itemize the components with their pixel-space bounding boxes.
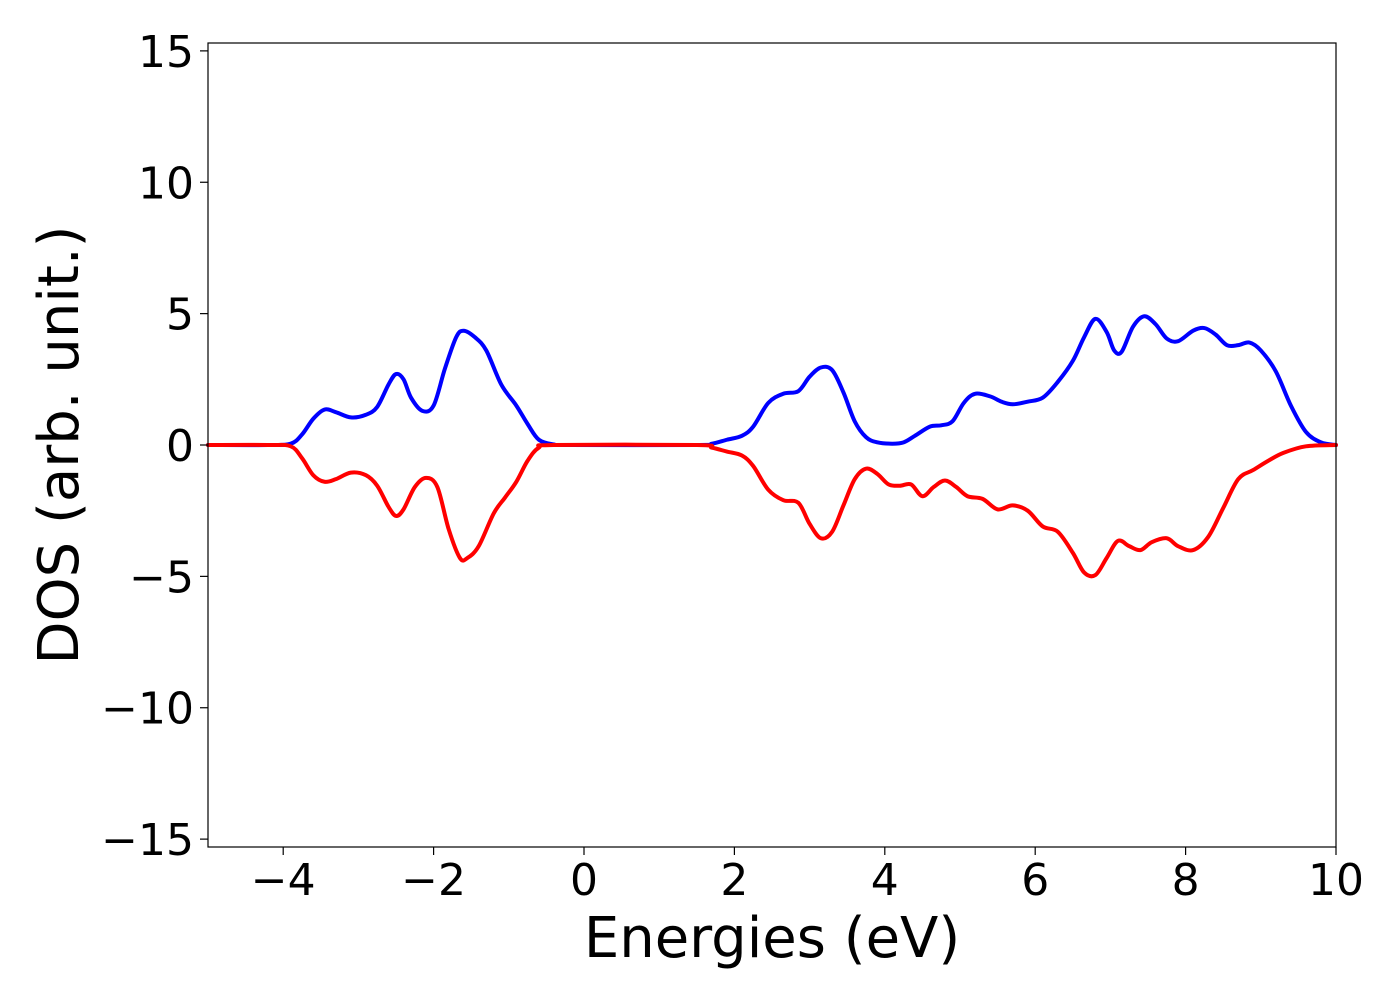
x-tick-label: 8: [1172, 855, 1200, 906]
x-tick-label: −2: [401, 855, 466, 906]
x-tick-label: −4: [251, 855, 316, 906]
series-line-2: [206, 442, 1338, 579]
y-tick-label: 5: [166, 290, 194, 341]
x-tick-label: 0: [570, 855, 598, 906]
x-tick-label: 10: [1308, 855, 1364, 906]
x-tick-label: 4: [871, 855, 899, 906]
series-line-1: [206, 314, 1338, 448]
y-tick-label: −5: [129, 552, 194, 603]
x-axis-label: Energies (eV): [584, 906, 960, 971]
x-axis-ticks: −4 −2 0 2 4 6 8 10: [251, 847, 1364, 906]
y-tick-label: 15: [138, 27, 194, 78]
y-axis-label: DOS (arb. unit.): [27, 225, 92, 664]
y-tick-label: −15: [101, 815, 194, 866]
series-layer: [206, 314, 1338, 579]
x-tick-label: 2: [720, 855, 748, 906]
y-tick-label: 10: [138, 158, 194, 209]
y-axis-ticks: 15 10 5 0 −5 −10 −15: [101, 27, 208, 866]
y-tick-label: −10: [101, 684, 194, 735]
y-tick-label: 0: [166, 421, 194, 472]
x-tick-label: 6: [1021, 855, 1049, 906]
plot-area: [208, 43, 1336, 847]
